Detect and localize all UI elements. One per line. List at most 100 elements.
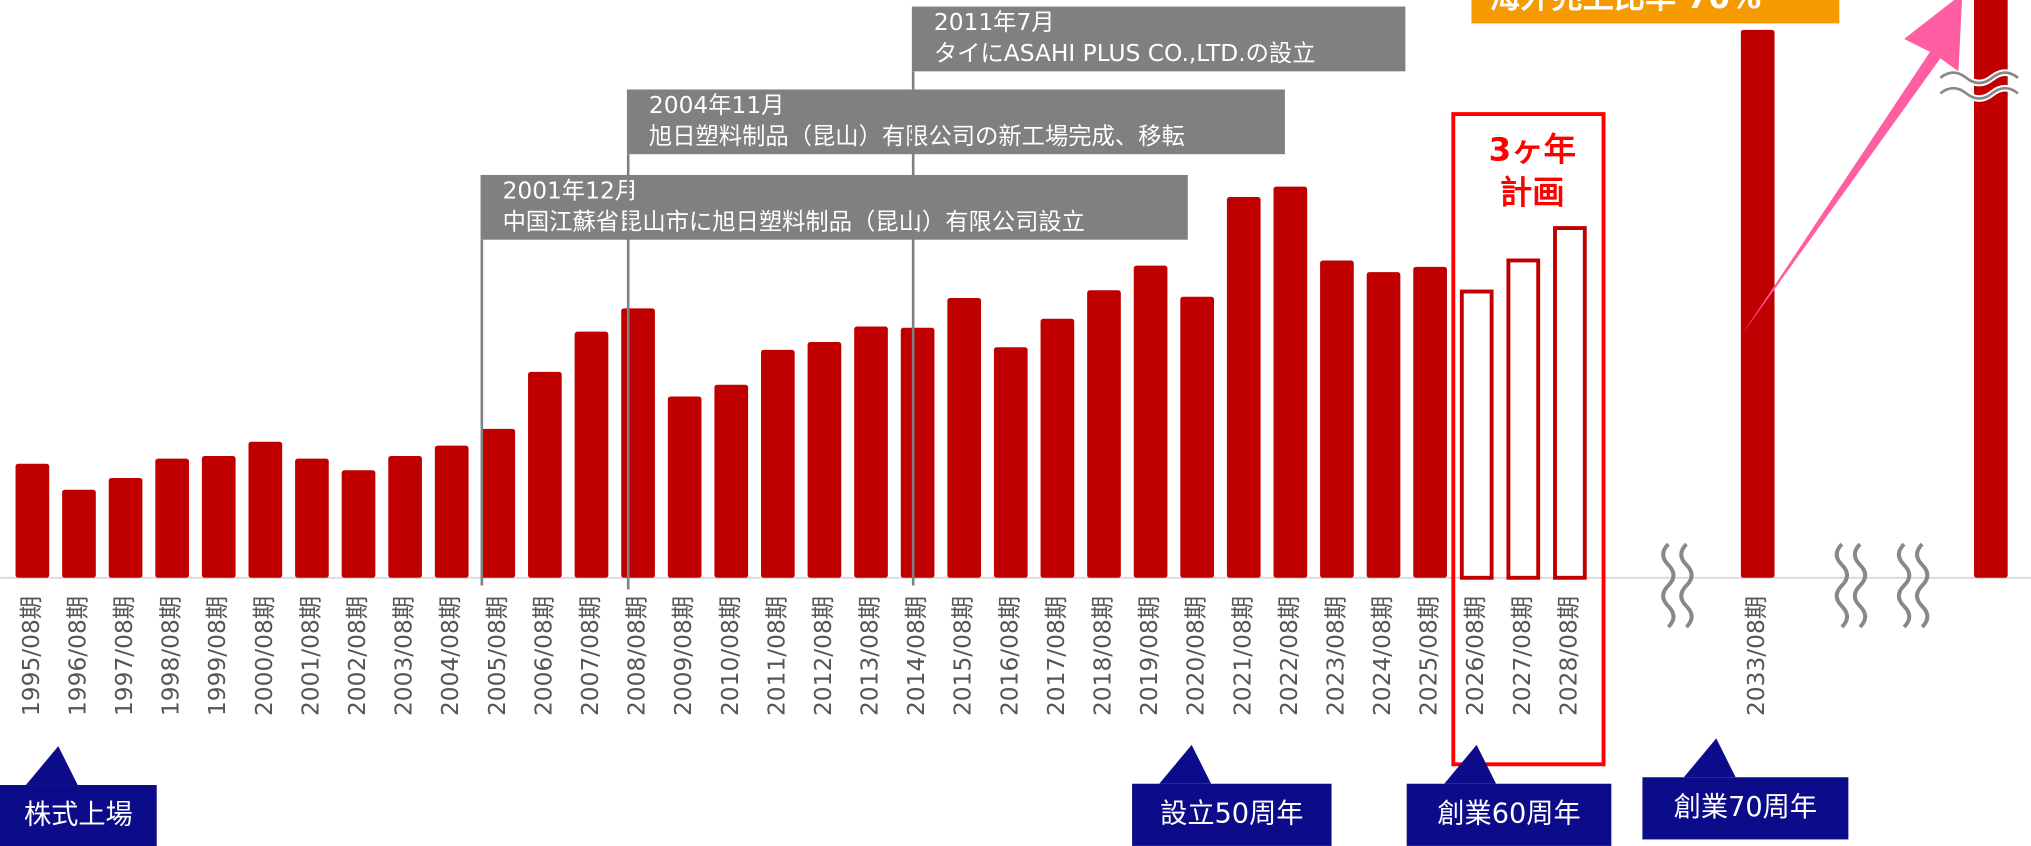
bar <box>155 458 189 578</box>
x-tick-label: 2009/08期 <box>670 596 697 716</box>
x-tick-label: 2024/08期 <box>1369 596 1396 716</box>
milestone-box <box>1406 783 1612 846</box>
bar <box>1180 296 1215 578</box>
bar <box>341 470 376 578</box>
bar <box>15 463 50 578</box>
x-tick-label: 2015/08期 <box>950 596 977 716</box>
decorations <box>1661 0 1963 629</box>
milestone-pointer <box>1683 738 1736 778</box>
bar <box>947 298 982 578</box>
milestone-label: 創業60周年 <box>1437 798 1580 829</box>
annotation-date: 2001年12月 <box>503 177 639 204</box>
x-tick-label: 2014/08期 <box>903 596 930 716</box>
x-tick-label: 2012/08期 <box>810 596 837 716</box>
bar <box>434 445 469 578</box>
x-tick-label: 2027/08期 <box>1509 596 1536 716</box>
annotation-box <box>480 174 1188 240</box>
plan-box <box>1451 112 1606 767</box>
x-tick-label: 2017/08期 <box>1043 596 1070 716</box>
x-tick-label: 2008/08期 <box>624 596 651 716</box>
x-tick-label: 2016/08期 <box>996 596 1023 716</box>
x-tick-label: 1996/08期 <box>64 596 91 716</box>
x-tick-label: 1998/08期 <box>158 596 185 716</box>
break-mark <box>1939 71 2019 100</box>
annotation-text: 中国江蘇省昆山市に旭日塑料制品（昆山）有限公司設立 <box>503 208 1085 235</box>
bar <box>108 478 143 578</box>
bar <box>201 456 236 578</box>
x-tick-label: 2019/08期 <box>1136 596 1163 716</box>
x-tick-label: 2023/08期 <box>1322 596 1349 716</box>
bar <box>481 428 516 578</box>
x-tick-label: 2013/08期 <box>857 596 884 716</box>
x-tick-label: 2033/08期 <box>1743 596 1770 716</box>
bar <box>1320 260 1354 578</box>
milestone-pointer <box>25 746 78 786</box>
x-tick-label: 2002/08期 <box>344 596 371 716</box>
x-tick-label: 1999/08期 <box>204 596 231 716</box>
bar <box>854 326 888 578</box>
x-tick-label: 2011/08期 <box>763 596 790 716</box>
break-marks <box>1661 542 1930 629</box>
x-tick-label: 2010/08期 <box>717 596 744 716</box>
x-tick-label: 2028/08期 <box>1555 596 1582 716</box>
milestone-box <box>1642 777 1849 840</box>
milestone-pointer <box>1444 744 1497 784</box>
plan-label: 計画 <box>1500 173 1565 211</box>
annotation-box <box>911 6 1406 72</box>
x-tick-label: 2003/08期 <box>391 596 418 716</box>
annotation-text: 旭日塑料制品（昆山）有限公司の新工場完成、移転 <box>649 123 1185 150</box>
milestone-label: 設立50周年 <box>1160 798 1303 829</box>
x-tick-label: 2020/08期 <box>1183 596 1210 716</box>
annotation-box <box>626 89 1285 155</box>
milestone-label: 株式上場 <box>24 800 133 831</box>
x-tick-label: 2004/08期 <box>437 596 464 716</box>
annotation-date: 2011年7月 <box>934 9 1055 36</box>
x-tick-label: 2022/08期 <box>1276 596 1303 716</box>
milestone-box <box>0 785 157 846</box>
bar <box>1459 289 1494 580</box>
bar <box>1506 258 1541 580</box>
x-tick-label: 1997/08期 <box>111 596 138 716</box>
x-tick-label: 2025/08期 <box>1416 596 1443 716</box>
bar <box>621 308 655 578</box>
x-tick-label: 2005/08期 <box>484 596 511 716</box>
bar <box>1413 266 1447 578</box>
bar <box>1740 29 1775 578</box>
bar <box>993 347 1028 578</box>
bar <box>388 456 422 578</box>
x-tick-label: 2026/08期 <box>1462 596 1489 716</box>
bar <box>1040 318 1075 578</box>
bar <box>1366 272 1401 578</box>
milestone-label: 創業70周年 <box>1674 792 1817 823</box>
bar <box>1273 186 1308 578</box>
bar <box>761 349 795 578</box>
arrow <box>1742 0 1963 335</box>
bar <box>1226 196 1261 578</box>
bar <box>295 458 329 578</box>
x-tick-label: 2018/08期 <box>1089 596 1116 716</box>
overseas-label: 海外売上比率 70% <box>1490 0 1762 16</box>
x-tick-label: 1995/08期 <box>18 596 45 716</box>
x-tick-label: 2021/08期 <box>1229 596 1256 716</box>
x-tick-label: 2006/08期 <box>530 596 557 716</box>
bar <box>248 441 283 578</box>
bar <box>900 327 935 578</box>
annotation-date: 2004年11月 <box>649 92 785 119</box>
overseas-box <box>1471 0 1840 24</box>
bar <box>667 396 702 578</box>
bar <box>714 384 749 578</box>
bar <box>62 489 96 578</box>
bars: 1995/08期 1996/08期 1997/08期 1998/08期 1999/08期… <box>15 0 2021 716</box>
bar <box>807 342 842 578</box>
bar <box>574 331 609 578</box>
annotation-text: タイにASAHI PLUS CO.,LTD.の設立 <box>934 40 1316 67</box>
x-tick-label: 2007/08期 <box>577 596 604 716</box>
x-tick-label: 2000/08期 <box>251 596 278 716</box>
bar <box>528 371 562 578</box>
bar <box>1087 290 1121 578</box>
plan-label: 3ヶ年 <box>1489 131 1576 169</box>
x-tick-label: 2001/08期 <box>297 596 324 716</box>
milestone-pointer <box>1159 744 1212 784</box>
